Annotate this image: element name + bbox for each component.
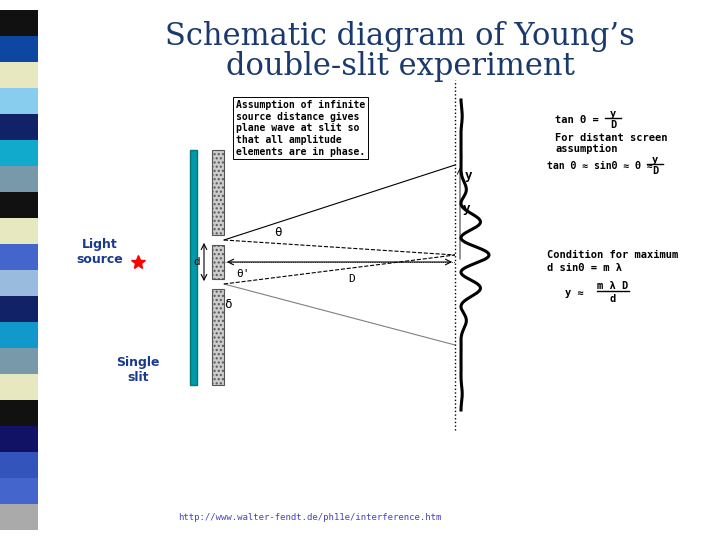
Text: y: y: [463, 202, 470, 215]
Text: m λ D: m λ D: [598, 281, 629, 291]
Bar: [0, 140, 38, 166]
Text: D: D: [348, 274, 355, 284]
Bar: [212, 150, 224, 235]
Bar: [0, 192, 38, 218]
Bar: [212, 289, 224, 385]
Text: d: d: [193, 257, 200, 267]
Text: tan Θ ≈ sinΘ ≈ Θ ≈: tan Θ ≈ sinΘ ≈ Θ ≈: [547, 161, 653, 171]
Bar: [0, 452, 38, 478]
Text: D: D: [652, 166, 658, 176]
Bar: [0, 296, 38, 322]
Text: d: d: [610, 294, 616, 304]
Text: Light
source: Light source: [76, 238, 123, 266]
Bar: [0, 504, 38, 530]
Bar: [0, 244, 38, 270]
Text: Schematic diagram of Young’s: Schematic diagram of Young’s: [165, 22, 635, 52]
Bar: [0, 62, 38, 88]
Bar: [0, 218, 38, 244]
Bar: [0, 374, 38, 400]
Text: δ: δ: [224, 298, 232, 311]
Text: θ': θ': [236, 269, 250, 279]
Text: double-slit experiment: double-slit experiment: [225, 51, 575, 83]
Text: For distant screen: For distant screen: [555, 133, 667, 143]
Text: tan Θ =: tan Θ =: [555, 115, 599, 125]
Bar: [0, 322, 38, 348]
Text: y: y: [465, 168, 472, 181]
Bar: [0, 348, 38, 374]
Bar: [0, 114, 38, 140]
Bar: [0, 10, 38, 36]
Text: y: y: [610, 109, 616, 119]
Bar: [0, 270, 38, 296]
Text: D: D: [610, 120, 616, 130]
Text: d sinΘ = m λ: d sinΘ = m λ: [547, 263, 622, 273]
Text: y ≈: y ≈: [565, 288, 584, 298]
Bar: [0, 400, 38, 426]
Bar: [212, 245, 224, 279]
Text: assumption: assumption: [555, 144, 618, 154]
Text: y: y: [652, 155, 658, 165]
Bar: [0, 88, 38, 114]
Text: Single
slit: Single slit: [116, 356, 160, 384]
Text: http://www.walter-fendt.de/ph11e/interference.htm: http://www.walter-fendt.de/ph11e/interfe…: [179, 514, 441, 523]
Bar: [0, 36, 38, 62]
Bar: [0, 478, 38, 504]
Text: Condition for maximum: Condition for maximum: [547, 250, 678, 260]
Bar: [190, 150, 197, 385]
Text: θ: θ: [274, 226, 282, 239]
Bar: [0, 166, 38, 192]
Bar: [0, 426, 38, 452]
Text: Assumption of infinite
source distance gives
plane wave at slit so
that all ampl: Assumption of infinite source distance g…: [236, 100, 365, 157]
